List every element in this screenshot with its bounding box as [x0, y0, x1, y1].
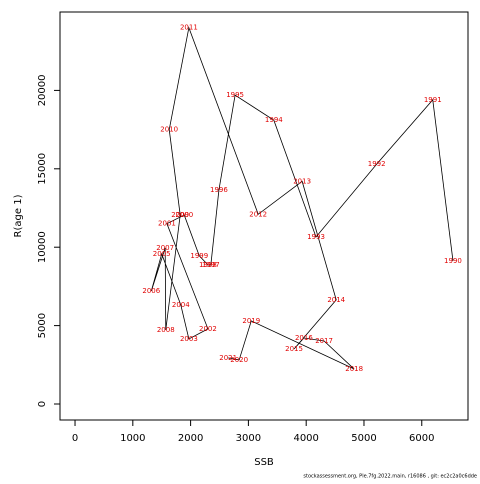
x-tick-label: 6000 — [409, 433, 434, 444]
plot-frame — [59, 11, 469, 421]
point-label: 2019 — [242, 317, 260, 325]
x-tick-label: 3000 — [236, 433, 261, 444]
point-label: 2013 — [293, 177, 311, 185]
x-tick-label: 1000 — [120, 433, 145, 444]
point-label: 2005 — [153, 250, 171, 258]
x-tick-label: 0 — [72, 433, 78, 444]
point-label: 2010 — [160, 126, 178, 134]
point-label: 2002 — [199, 325, 217, 333]
point-label: 2017 — [315, 337, 333, 345]
point-label: 1993 — [307, 233, 325, 241]
y-tick-label: 5000 — [37, 313, 48, 338]
point-label: 2007 — [156, 244, 174, 252]
point-label: 1996 — [210, 186, 228, 194]
point-label: 2018 — [345, 365, 363, 373]
data-line — [150, 26, 454, 370]
x-axis-label: SSB — [254, 457, 274, 468]
point-label: 2006 — [142, 287, 160, 295]
point-label: 1991 — [424, 96, 442, 104]
point-label: 1999 — [190, 252, 208, 260]
point-label: 2004 — [172, 301, 190, 309]
point-label: 1990 — [444, 257, 462, 265]
point-label: 1995 — [226, 91, 244, 99]
point-label: 2015 — [285, 345, 303, 353]
x-tick-label: 2000 — [178, 433, 203, 444]
point-label: 2011 — [180, 24, 198, 32]
point-label: 2001 — [158, 220, 176, 228]
point-label: 1992 — [368, 160, 386, 168]
y-axis-label: R(age 1) — [13, 194, 24, 237]
point-label: 2000 — [175, 211, 193, 219]
y-tick-label: 15000 — [37, 153, 48, 185]
y-tick-label: 10000 — [37, 231, 48, 263]
point-label: 2020 — [230, 356, 248, 364]
y-tick-label: 20000 — [37, 74, 48, 106]
point-label: 2009 — [171, 211, 189, 219]
point-label: 2012 — [249, 210, 267, 218]
point-label: 2021 — [219, 354, 237, 362]
x-tick-label: 4000 — [293, 433, 318, 444]
point-label: 1998 — [199, 261, 217, 269]
point-label: 2016 — [295, 334, 313, 342]
x-tick-label: 5000 — [351, 433, 376, 444]
footer: stockassessment.org, Ple.7fg.2022.main, … — [303, 474, 477, 480]
point-label: 1994 — [265, 116, 283, 124]
point-label: 2003 — [180, 335, 198, 343]
point-label: 2008 — [157, 326, 175, 334]
point-label: 1997 — [202, 261, 220, 269]
y-tick-label: 0 — [37, 401, 48, 407]
point-label: 2014 — [327, 296, 345, 304]
